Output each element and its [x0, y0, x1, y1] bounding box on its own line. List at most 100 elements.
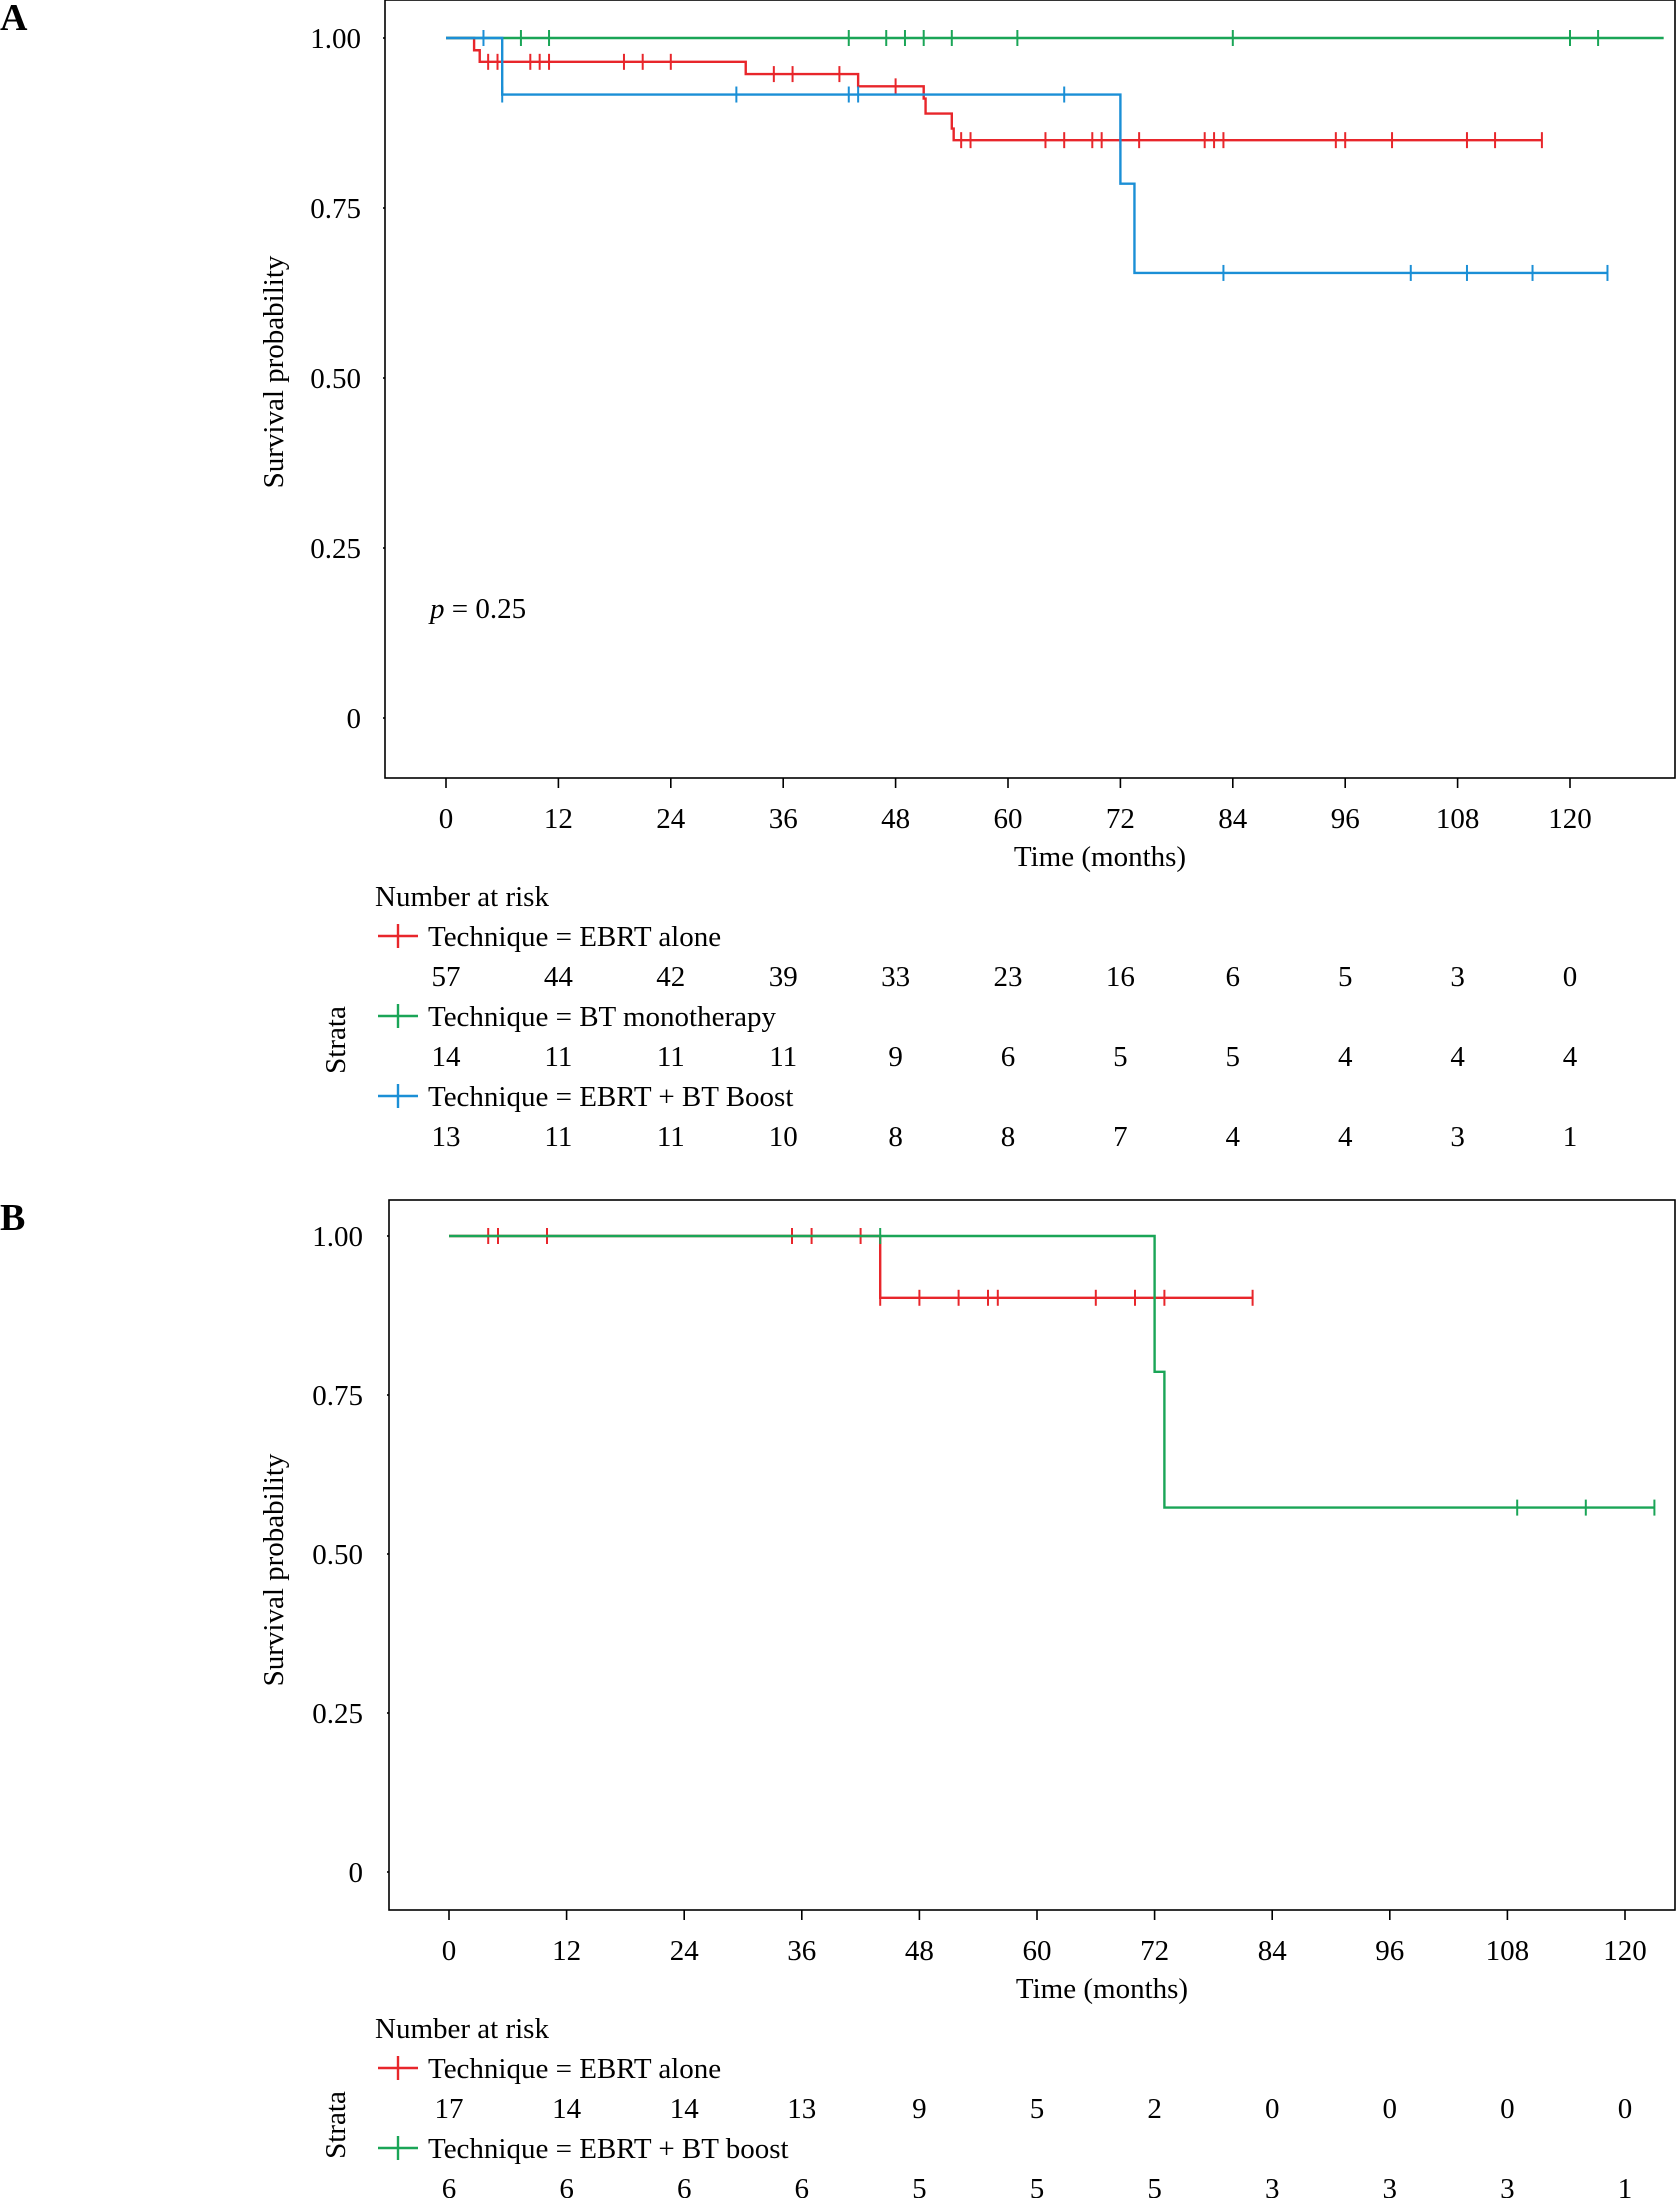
x-tick-label: 108 [1486, 1935, 1530, 1967]
risk-count: 17 [435, 2093, 464, 2125]
x-tick-label: 24 [670, 1935, 700, 1967]
y-tick-label: 0 [349, 1857, 364, 1889]
risk-count: 9 [912, 2093, 927, 2125]
risk-count: 6 [677, 2173, 692, 2198]
risk-count: 3 [1450, 1121, 1465, 1153]
risk-count: 3 [1500, 2173, 1515, 2198]
risk-count: 39 [769, 961, 798, 993]
x-tick-label: 36 [769, 803, 798, 835]
x-tick-label: 108 [1436, 803, 1480, 835]
survival-curve [449, 1234, 1655, 1509]
x-tick-label: 0 [442, 1935, 457, 1967]
legend-label: Technique = EBRT alone [428, 921, 721, 953]
risk-count: 0 [1500, 2093, 1515, 2125]
x-tick-label: 12 [544, 803, 573, 835]
risk-count: 0 [1383, 2093, 1398, 2125]
risk-count: 14 [670, 2093, 700, 2125]
panel-label: B [0, 1197, 25, 1239]
risk-count: 14 [552, 2093, 582, 2125]
risk-count: 4 [1563, 1041, 1578, 1073]
risk-count: 3 [1383, 2173, 1398, 2198]
x-tick-label: 36 [787, 1935, 816, 1967]
legend-label: Technique = EBRT + BT boost [428, 2133, 789, 2165]
risk-count: 11 [544, 1121, 572, 1153]
legend-label: Technique = BT monotherapy [428, 1001, 777, 1033]
risk-count: 8 [888, 1121, 903, 1153]
series-1 [449, 1228, 1254, 1306]
risk-count: 16 [1106, 961, 1135, 993]
y-tick-label: 0.25 [310, 533, 361, 565]
x-tick-label: 96 [1375, 1935, 1404, 1967]
series-3 [446, 30, 1609, 281]
risk-count: 44 [544, 961, 574, 993]
legend-label: Technique = EBRT alone [428, 2053, 721, 2085]
series-1 [446, 36, 1543, 149]
risk-count: 3 [1265, 2173, 1280, 2198]
y-axis-title: Survival probability [258, 1453, 290, 1686]
x-tick-label: 12 [552, 1935, 581, 1967]
risk-count: 5 [912, 2173, 927, 2198]
y-tick-label: 0.50 [310, 363, 361, 395]
risk-count: 33 [881, 961, 910, 993]
x-tick-label: 24 [656, 803, 686, 835]
risk-count: 1 [1618, 2173, 1633, 2198]
x-tick-label: 120 [1548, 803, 1592, 835]
risk-count: 6 [1001, 1041, 1016, 1073]
p-value-text: = 0.25 [445, 593, 527, 625]
x-tick-label: 72 [1140, 1935, 1169, 1967]
x-tick-label: 48 [881, 803, 910, 835]
x-tick-label: 96 [1331, 803, 1360, 835]
risk-count: 5 [1147, 2173, 1162, 2198]
risk-count: 4 [1338, 1121, 1353, 1153]
series-2 [449, 1228, 1656, 1516]
x-tick-label: 84 [1258, 1935, 1288, 1967]
y-tick-label: 0.75 [310, 193, 361, 225]
panel-b: B 1.00 0.75 0.50 0.25 0 Survival probability 0 1… [0, 1197, 1676, 2198]
y-tick-label: 0.50 [312, 1539, 363, 1571]
risk-count: 5 [1338, 961, 1353, 993]
survival-curve [446, 36, 1608, 275]
y-tick-label: 0.75 [312, 1380, 363, 1412]
survival-curve [449, 1234, 1253, 1299]
risk-count: 13 [787, 2093, 816, 2125]
risk-count: 6 [795, 2173, 810, 2198]
risk-count: 4 [1338, 1041, 1353, 1073]
legend-label: Technique = EBRT + BT Boost [428, 1081, 793, 1113]
y-tick-label: 0.25 [312, 1698, 363, 1730]
x-tick-label: 72 [1106, 803, 1135, 835]
x-tick-label: 120 [1603, 1935, 1647, 1967]
risk-count: 23 [994, 961, 1023, 993]
risk-table-title: Number at risk [375, 2013, 549, 2045]
risk-count: 4 [1450, 1041, 1465, 1073]
survival-curve [446, 36, 1542, 142]
strata-label: Strata [320, 2091, 352, 2159]
plot-frame [384, 0, 1676, 779]
risk-count: 11 [544, 1041, 572, 1073]
risk-count: 6 [1226, 961, 1241, 993]
risk-count: 5 [1226, 1041, 1241, 1073]
x-axis-title: Time (months) [1014, 841, 1186, 873]
risk-count: 8 [1001, 1121, 1016, 1153]
strata-label: Strata [320, 1006, 352, 1074]
x-tick-label: 48 [905, 1935, 934, 1967]
risk-count: 57 [432, 961, 461, 993]
risk-count: 11 [657, 1041, 685, 1073]
y-tick-label: 0 [347, 703, 362, 735]
risk-count: 11 [769, 1041, 797, 1073]
risk-count: 7 [1113, 1121, 1128, 1153]
risk-count: 14 [432, 1041, 462, 1073]
risk-count: 5 [1030, 2173, 1045, 2198]
y-axis-title: Survival probability [258, 255, 290, 488]
risk-count: 9 [888, 1041, 903, 1073]
x-tick-label: 84 [1218, 803, 1248, 835]
risk-count: 4 [1226, 1121, 1241, 1153]
p-value-annotation: p = 0.25 [428, 593, 526, 625]
x-axis-title: Time (months) [1016, 1973, 1188, 2005]
risk-count: 10 [769, 1121, 798, 1153]
p-symbol: p [428, 593, 445, 625]
y-tick-label: 1.00 [312, 1221, 363, 1253]
risk-count: 5 [1030, 2093, 1045, 2125]
risk-count: 3 [1450, 961, 1465, 993]
risk-count: 5 [1113, 1041, 1128, 1073]
risk-count: 42 [656, 961, 685, 993]
